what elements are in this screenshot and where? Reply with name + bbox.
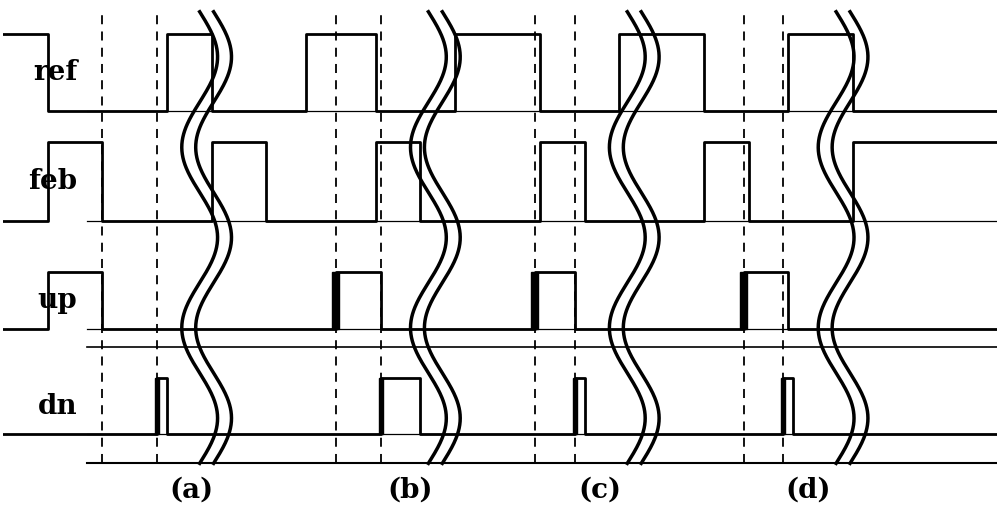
Bar <box>781 378 785 434</box>
Text: ref: ref <box>33 59 77 86</box>
Text: (a): (a) <box>170 477 214 504</box>
Text: (b): (b) <box>388 477 433 504</box>
Text: (c): (c) <box>578 477 621 504</box>
Bar <box>379 378 383 434</box>
Text: feb: feb <box>28 168 77 195</box>
Bar <box>531 272 538 329</box>
Text: up: up <box>38 287 77 314</box>
Text: dn: dn <box>38 393 77 420</box>
Text: (d): (d) <box>786 477 831 504</box>
Bar <box>155 378 159 434</box>
Bar <box>740 272 747 329</box>
Bar <box>332 272 339 329</box>
Bar <box>573 378 577 434</box>
